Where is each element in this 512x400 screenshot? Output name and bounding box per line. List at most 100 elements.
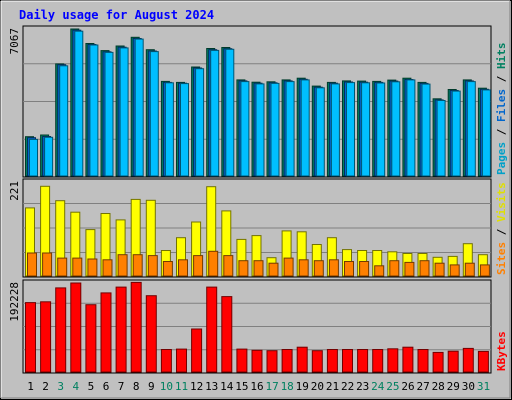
x-tick-label: 14 — [220, 380, 234, 393]
bar-pages-day-2 — [44, 136, 54, 177]
bar-sites-day-8 — [132, 254, 143, 277]
bar-kbytes-day-21 — [326, 349, 338, 373]
bar-kbytes-day-11 — [176, 348, 187, 373]
x-tick-label: 27 — [416, 380, 429, 393]
bar-sites-day-18 — [283, 257, 294, 277]
bar-kbytes-day-26 — [402, 346, 414, 373]
x-tick-label: 13 — [205, 380, 218, 393]
bar-sites-day-16 — [253, 260, 264, 277]
legend-entry: / — [495, 69, 508, 89]
bar-sites-day-7 — [117, 254, 128, 277]
bar-kbytes-day-27 — [417, 349, 429, 373]
bar-sites-day-2 — [42, 252, 53, 277]
bar-kbytes-day-6 — [100, 292, 112, 373]
panel-bottom-ymax-label: 192228 — [8, 282, 21, 322]
bar-kbytes-day-1 — [25, 302, 36, 373]
bar-pages-day-26 — [406, 79, 416, 177]
x-tick-label: 7 — [118, 380, 125, 393]
x-tick-label: 19 — [296, 380, 309, 393]
bar-pages-day-5 — [89, 44, 99, 177]
bar-sites-day-22 — [344, 261, 354, 277]
bar-kbytes-day-5 — [85, 304, 97, 373]
x-tick-label: 8 — [133, 380, 140, 393]
bar-sites-day-10 — [162, 261, 173, 277]
bar-pages-day-19 — [300, 79, 310, 177]
bar-kbytes-day-23 — [357, 349, 369, 373]
bar-sites-day-12 — [193, 255, 204, 277]
bar-kbytes-day-2 — [40, 301, 52, 373]
bar-pages-day-17 — [270, 82, 280, 177]
bar-sites-day-27 — [419, 260, 430, 277]
x-tick-label: 15 — [235, 380, 248, 393]
x-tick-label: 6 — [103, 380, 110, 393]
bar-sites-day-3 — [57, 257, 68, 277]
x-tick-label: 10 — [160, 380, 173, 393]
bar-kbytes-day-13 — [206, 286, 218, 373]
chart-panels: 7067 Pages / Files / Hits 221 Sites / Visit… — [8, 25, 508, 374]
bar-sites-day-19 — [298, 259, 309, 277]
x-tick-label: 29 — [447, 380, 460, 393]
bar-pages-day-15 — [240, 81, 250, 177]
bar-pages-day-31 — [481, 89, 491, 177]
bar-pages-day-30 — [466, 81, 476, 177]
x-tick-label: 17 — [265, 380, 278, 393]
bar-sites-day-15 — [238, 260, 249, 277]
bar-pages-day-10 — [164, 82, 174, 177]
bar-sites-day-25 — [389, 260, 400, 277]
bar-kbytes-day-3 — [55, 287, 67, 373]
bar-kbytes-day-10 — [160, 349, 172, 373]
bar-kbytes-day-12 — [191, 328, 203, 373]
bar-kbytes-day-9 — [145, 295, 157, 373]
bar-kbytes-day-15 — [236, 348, 248, 373]
x-tick-label: 25 — [386, 380, 399, 393]
bar-pages-day-27 — [421, 83, 431, 177]
x-tick-label: 30 — [462, 380, 475, 393]
bar-sites-day-5 — [87, 258, 98, 277]
legend-entry: KBytes — [495, 331, 508, 371]
bar-kbytes-day-20 — [311, 350, 323, 373]
x-tick-label: 31 — [477, 380, 490, 393]
panel-bottom: 192228 KBytes — [8, 279, 508, 374]
x-tick-label: 4 — [72, 380, 79, 393]
bar-pages-day-22 — [346, 82, 355, 177]
bar-kbytes-day-7 — [115, 286, 127, 373]
x-tick-label: 16 — [250, 380, 263, 393]
bar-pages-day-28 — [436, 100, 446, 177]
legend-entry: Visits — [495, 182, 508, 222]
bar-sites-day-11 — [178, 259, 188, 277]
bar-kbytes-day-19 — [296, 346, 308, 373]
bar-kbytes-day-30 — [462, 347, 474, 373]
bar-pages-day-14 — [225, 48, 235, 177]
bar-pages-day-23 — [361, 82, 371, 177]
panel-middle: 221 Sites / Visits — [8, 178, 508, 278]
bar-kbytes-day-4 — [70, 282, 82, 373]
bar-pages-day-24 — [376, 82, 386, 177]
bar-sites-day-21 — [328, 259, 339, 277]
bar-sites-day-24 — [374, 265, 385, 277]
bar-kbytes-day-25 — [387, 348, 399, 373]
x-tick-label: 9 — [148, 380, 155, 393]
bar-pages-day-7 — [119, 47, 129, 177]
x-tick-label: 3 — [57, 380, 64, 393]
x-tick-label: 5 — [88, 380, 95, 393]
x-tick-label: 26 — [401, 380, 414, 393]
bar-pages-day-16 — [255, 83, 265, 177]
x-axis-labels: 1 2 3 4 5 6 7 8 9 10 11 12 13 14 15 16 17 18 19 20 21 22 23 24 2… — [27, 380, 490, 393]
bar-kbytes-day-22 — [342, 349, 353, 373]
panel-top: 7067 Pages / Files / Hits — [8, 25, 508, 178]
bar-pages-day-13 — [210, 49, 220, 177]
bar-pages-day-8 — [134, 38, 144, 177]
bar-sites-day-29 — [449, 264, 460, 277]
legend-entry: Pages — [495, 142, 508, 175]
bar-pages-day-9 — [149, 51, 159, 177]
panel-middle-ymax-label: 221 — [8, 181, 21, 201]
x-tick-label: 24 — [371, 380, 385, 393]
panel-middle-legend: Sites / Visits — [495, 182, 508, 275]
legend-entry: / — [495, 122, 508, 142]
bar-pages-day-11 — [180, 83, 189, 177]
legend-entry: / — [495, 222, 508, 242]
bar-sites-day-28 — [434, 262, 445, 277]
bar-sites-day-23 — [359, 261, 370, 277]
